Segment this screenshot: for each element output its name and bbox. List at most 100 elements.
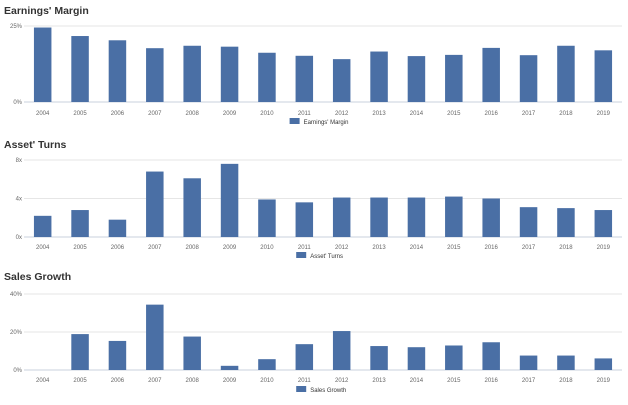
bar-2012 <box>332 197 351 237</box>
y-tick-label: 25% <box>10 24 23 30</box>
chart-title: Asset' Turns <box>4 139 67 151</box>
bar-2011 <box>295 55 314 102</box>
bar-2005 <box>71 36 89 103</box>
bar-2019 <box>594 50 613 102</box>
x-tick-label: 2013 <box>372 111 386 117</box>
x-tick-label: 2014 <box>410 245 424 251</box>
x-tick-label: 2011 <box>298 378 312 384</box>
bar-2006 <box>108 219 127 237</box>
bar-2008 <box>183 178 201 237</box>
x-tick-label: 2014 <box>410 111 424 117</box>
x-tick-label: 2016 <box>485 378 499 384</box>
x-tick-label: 2018 <box>559 245 573 251</box>
x-tick-label: 2010 <box>260 245 274 251</box>
x-tick-label: 2010 <box>260 111 274 117</box>
chart-panel-1: Earnings' Margin 0% 25% 2004 2005 2006 2007 200… <box>4 5 622 126</box>
bar-2016 <box>482 47 500 102</box>
x-tick-label: 2013 <box>372 245 386 251</box>
bar-2013 <box>370 51 388 102</box>
legend-label: Sales Growth <box>310 388 346 394</box>
legend-swatch <box>296 252 307 258</box>
y-tick-label: 0% <box>13 100 22 106</box>
bar-2007 <box>146 171 164 237</box>
bar-2014 <box>407 56 426 102</box>
bar-2018 <box>557 208 575 237</box>
x-tick-label: 2006 <box>111 378 125 384</box>
x-tick-label: 2012 <box>335 245 349 251</box>
bar-2013 <box>370 346 388 370</box>
legend-label: Asset' Turns <box>310 254 343 260</box>
bar-2017 <box>519 207 538 237</box>
bar-2010 <box>258 359 276 370</box>
x-tick-label: 2009 <box>223 245 237 251</box>
bar-2009 <box>220 46 239 102</box>
bar-2011 <box>295 202 314 237</box>
bar-2015 <box>445 345 463 370</box>
x-tick-label: 2014 <box>410 378 424 384</box>
bar-2016 <box>482 198 500 237</box>
chart-panel-3: Sales Growth 0% 20% 40% 2004 2005 2006 2007 2008… <box>4 271 622 394</box>
bar-2008 <box>183 336 201 370</box>
bar-2013 <box>370 197 388 237</box>
bar-2019 <box>594 358 613 370</box>
x-tick-label: 2012 <box>335 111 349 117</box>
x-tick-label: 2005 <box>73 378 87 384</box>
chart-title: Sales Growth <box>4 271 71 283</box>
bar-2008 <box>183 45 201 102</box>
bar-2018 <box>557 355 575 370</box>
bar-2018 <box>557 45 575 102</box>
bar-2015 <box>445 196 463 237</box>
x-tick-label: 2007 <box>148 378 162 384</box>
x-tick-label: 2016 <box>485 245 499 251</box>
bar-2010 <box>258 199 276 237</box>
y-tick-label: 40% <box>10 292 23 298</box>
x-tick-label: 2009 <box>223 378 237 384</box>
bar-2019 <box>594 210 613 237</box>
x-tick-label: 2008 <box>186 378 200 384</box>
chart-panel-2: Asset' Turns 0x 4x 8x 2004 2005 2006 2007 2008 20… <box>4 139 622 260</box>
x-tick-label: 2010 <box>260 378 274 384</box>
legend-label: Earnings' Margin <box>304 120 349 126</box>
bar-2010 <box>258 52 276 102</box>
x-tick-label: 2011 <box>298 245 312 251</box>
bar-2007 <box>146 48 164 102</box>
chart-title: Earnings' Margin <box>4 5 89 17</box>
x-tick-label: 2013 <box>372 378 386 384</box>
bar-2014 <box>407 347 426 370</box>
x-tick-label: 2007 <box>148 111 162 117</box>
bar-2017 <box>519 55 538 102</box>
x-tick-label: 2015 <box>447 245 461 251</box>
x-tick-label: 2005 <box>73 111 87 117</box>
x-tick-label: 2019 <box>597 378 611 384</box>
legend-swatch <box>296 386 307 392</box>
bar-2004 <box>33 215 52 237</box>
x-tick-label: 2004 <box>36 245 50 251</box>
y-tick-label: 0x <box>16 235 22 241</box>
bar-2012 <box>332 59 351 102</box>
x-tick-label: 2018 <box>559 378 573 384</box>
x-tick-label: 2007 <box>148 245 162 251</box>
x-tick-label: 2012 <box>335 378 349 384</box>
x-tick-label: 2017 <box>522 378 536 384</box>
x-tick-label: 2005 <box>73 245 87 251</box>
legend-swatch <box>289 118 300 124</box>
bar-2017 <box>519 355 538 370</box>
x-tick-label: 2008 <box>186 111 200 117</box>
x-tick-label: 2015 <box>447 111 461 117</box>
x-tick-label: 2017 <box>522 245 536 251</box>
bar-2005 <box>71 210 89 237</box>
bar-2016 <box>482 342 500 370</box>
bar-2015 <box>445 54 463 102</box>
bar-2009 <box>220 163 239 237</box>
y-tick-label: 0% <box>13 368 22 374</box>
y-tick-label: 8x <box>16 158 22 164</box>
x-tick-label: 2018 <box>559 111 573 117</box>
x-tick-label: 2015 <box>447 378 461 384</box>
x-tick-label: 2008 <box>186 245 200 251</box>
x-tick-label: 2004 <box>36 111 50 117</box>
bar-2006 <box>108 340 127 370</box>
x-tick-label: 2006 <box>111 245 125 251</box>
x-tick-label: 2011 <box>298 111 312 117</box>
y-tick-label: 4x <box>16 197 22 203</box>
bar-2012 <box>332 331 351 370</box>
